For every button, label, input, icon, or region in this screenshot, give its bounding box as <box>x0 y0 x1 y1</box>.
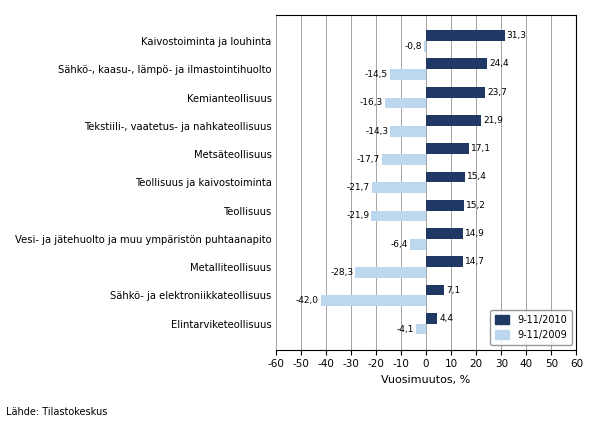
Text: -28,3: -28,3 <box>330 268 353 277</box>
Text: 7,1: 7,1 <box>446 285 460 295</box>
Bar <box>426 228 463 239</box>
Text: 15,4: 15,4 <box>466 173 487 181</box>
Text: -0,8: -0,8 <box>405 42 422 51</box>
Text: -4,1: -4,1 <box>396 325 414 333</box>
Bar <box>426 200 464 210</box>
Text: 14,7: 14,7 <box>465 257 485 266</box>
Bar <box>390 126 426 136</box>
Text: Lähde: Tilastokeskus: Lähde: Tilastokeskus <box>6 407 108 417</box>
Bar <box>426 87 486 98</box>
Bar <box>410 239 426 250</box>
Bar <box>426 115 481 126</box>
Text: -16,3: -16,3 <box>360 99 383 107</box>
Text: -14,3: -14,3 <box>365 127 388 136</box>
Bar <box>371 210 426 221</box>
Text: -6,4: -6,4 <box>390 240 408 249</box>
Text: 17,1: 17,1 <box>471 144 491 153</box>
Bar <box>355 267 426 278</box>
Bar <box>321 296 426 306</box>
Bar <box>426 285 444 296</box>
Text: 21,9: 21,9 <box>483 116 503 125</box>
Bar <box>426 143 469 154</box>
Text: 24,4: 24,4 <box>489 59 509 68</box>
Bar <box>372 182 426 193</box>
Text: 31,3: 31,3 <box>507 31 526 40</box>
Text: 23,7: 23,7 <box>487 88 507 97</box>
Bar <box>416 324 426 334</box>
Bar <box>424 41 426 52</box>
Bar <box>426 256 463 267</box>
Bar <box>426 30 505 41</box>
X-axis label: Vuosimuutos, %: Vuosimuutos, % <box>382 375 471 385</box>
Legend: 9-11/2010, 9-11/2009: 9-11/2010, 9-11/2009 <box>490 310 572 345</box>
Bar <box>385 98 426 108</box>
Bar <box>426 313 437 324</box>
Text: 4,4: 4,4 <box>439 314 453 323</box>
Bar <box>390 69 426 80</box>
Text: 15,2: 15,2 <box>466 201 486 210</box>
Bar <box>426 172 465 182</box>
Text: -21,9: -21,9 <box>346 211 369 221</box>
Text: -17,7: -17,7 <box>356 155 380 164</box>
Text: -14,5: -14,5 <box>365 70 388 79</box>
Text: -21,7: -21,7 <box>347 183 370 192</box>
Bar <box>382 154 426 165</box>
Text: 14,9: 14,9 <box>465 229 486 238</box>
Bar <box>426 59 487 69</box>
Text: -42,0: -42,0 <box>296 296 319 305</box>
